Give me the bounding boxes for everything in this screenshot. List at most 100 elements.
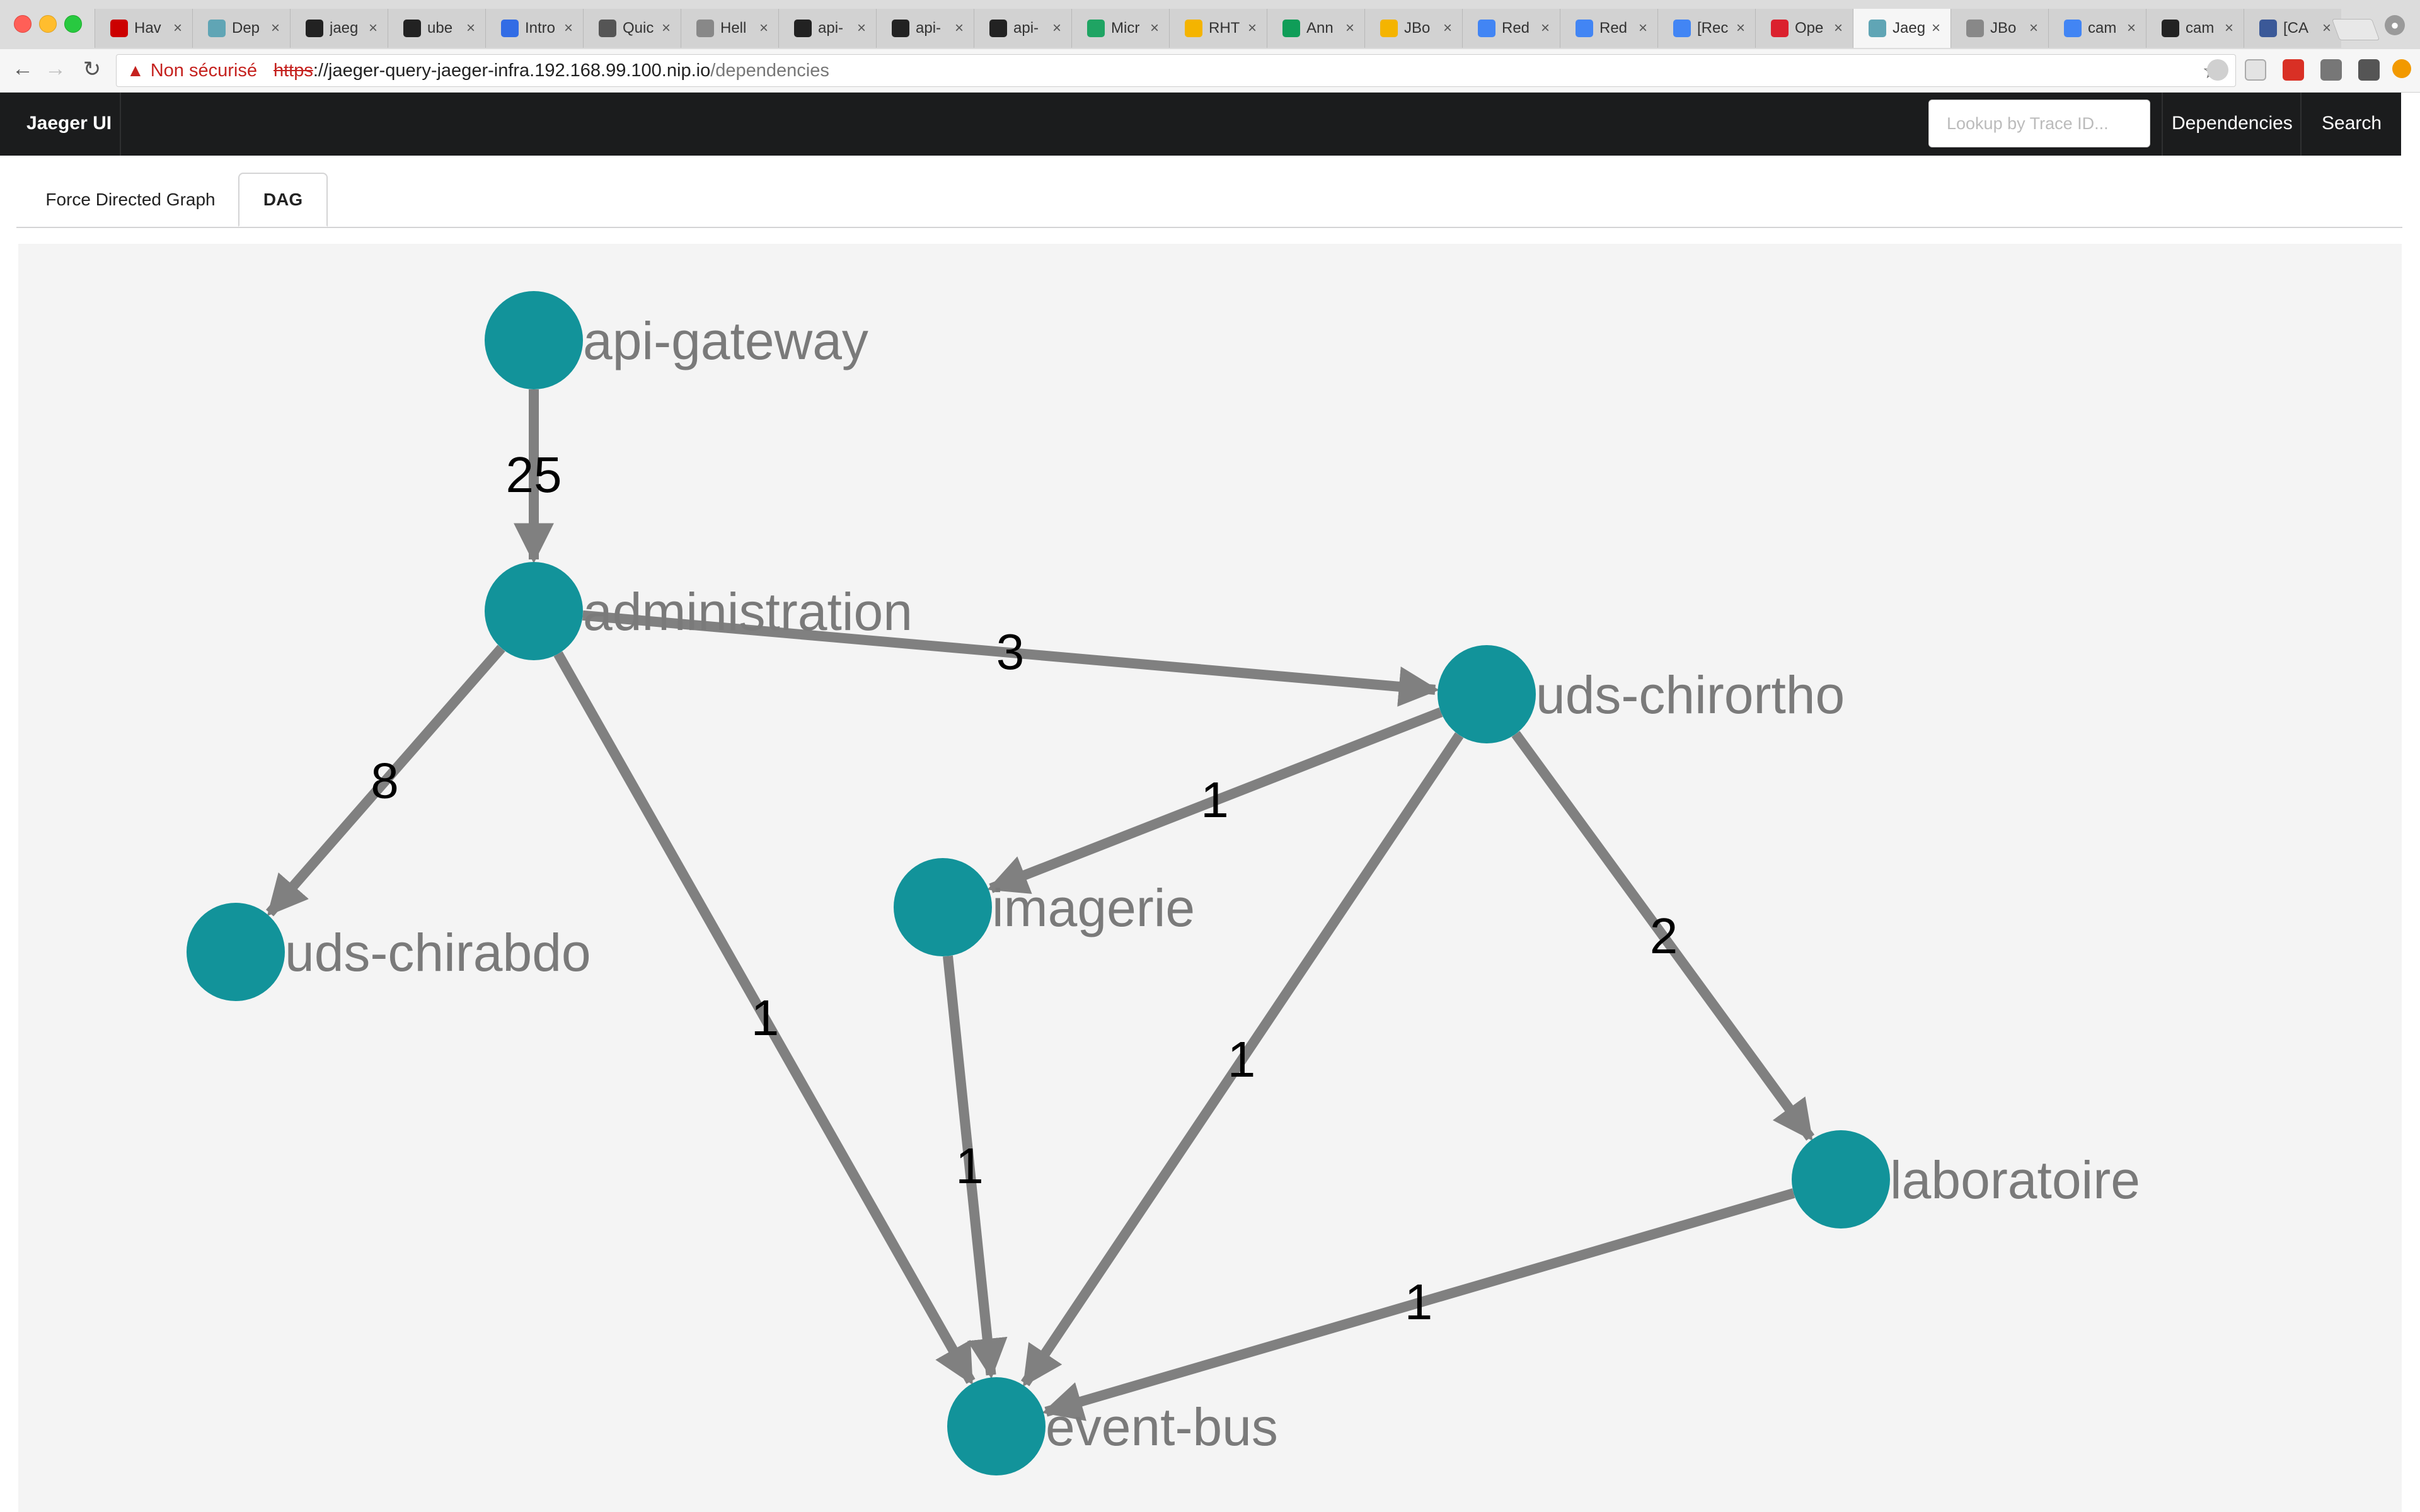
extension-icon[interactable] xyxy=(2320,59,2342,81)
edge-administration-to-event-bus[interactable] xyxy=(553,651,976,1385)
profile-icon[interactable]: ● xyxy=(2385,15,2405,35)
reader-extension-icon[interactable] xyxy=(2245,59,2266,81)
close-tab-icon[interactable]: × xyxy=(1052,20,1061,37)
browser-tab[interactable]: JBo × xyxy=(1364,9,1462,48)
close-tab-icon[interactable]: × xyxy=(1736,20,1745,37)
node-imagerie[interactable] xyxy=(894,858,992,956)
close-tab-icon[interactable]: × xyxy=(2322,20,2331,37)
browser-tab[interactable]: [CA × xyxy=(2244,9,2341,48)
browser-tab[interactable]: Red × xyxy=(1462,9,1560,48)
browser-tab[interactable]: api- × xyxy=(974,9,1071,48)
browser-tab[interactable]: Hell × xyxy=(681,9,778,48)
cloud-extension-icon[interactable] xyxy=(2207,59,2228,81)
close-tab-icon[interactable]: × xyxy=(1540,20,1550,37)
close-tab-icon[interactable]: × xyxy=(1150,20,1159,37)
browser-tab[interactable]: api- × xyxy=(778,9,876,48)
close-tab-icon[interactable]: × xyxy=(856,20,866,37)
notification-extension-icon[interactable] xyxy=(2392,59,2411,78)
node-uds-chirortho[interactable] xyxy=(1438,645,1536,743)
slides-icon xyxy=(1185,20,1202,37)
edge-laboratoire-to-event-bus[interactable] xyxy=(1042,1188,1795,1421)
close-tab-icon[interactable]: × xyxy=(270,20,280,37)
close-tab-icon[interactable]: × xyxy=(368,20,377,37)
close-tab-icon[interactable]: × xyxy=(173,20,182,37)
dependency-graph[interactable]: api-gateway administration uds-chirortho ud… xyxy=(18,244,2402,1512)
youtube-extension-icon[interactable] xyxy=(2283,59,2304,81)
node-label: event-bus xyxy=(1046,1397,1278,1457)
browser-tab[interactable]: Hav × xyxy=(95,9,192,48)
browser-tab[interactable]: Jaeg × xyxy=(1853,9,1950,48)
search-link[interactable]: Search xyxy=(2322,113,2382,134)
address-bar[interactable]: ▲ Non sécurisé https ://jaeger-query-jae… xyxy=(116,54,2236,87)
view-tabs: Force Directed Graph DAG xyxy=(16,173,2402,228)
close-tab-icon[interactable]: × xyxy=(2029,20,2038,37)
browser-tab-title: JBo xyxy=(1990,20,2017,37)
browser-tab[interactable]: Ann × xyxy=(1267,9,1364,48)
browser-tab[interactable]: cam × xyxy=(2048,9,2146,48)
slides-icon xyxy=(1380,20,1398,37)
browser-tab[interactable]: Micr × xyxy=(1071,9,1169,48)
close-tab-icon[interactable]: × xyxy=(2126,20,2136,37)
close-tab-icon[interactable]: × xyxy=(954,20,964,37)
browser-tab[interactable]: Dep × xyxy=(192,9,290,48)
reload-button[interactable]: ↻ xyxy=(83,57,101,81)
github-icon xyxy=(403,20,421,37)
close-tab-icon[interactable]: × xyxy=(1638,20,1647,37)
browser-tab[interactable]: RHT × xyxy=(1169,9,1267,48)
close-tab-icon[interactable]: × xyxy=(563,20,573,37)
security-label[interactable]: Non sécurisé xyxy=(150,60,257,81)
tab-force-directed-graph[interactable]: Force Directed Graph xyxy=(45,190,216,209)
node-administration[interactable] xyxy=(485,562,583,660)
edge-imagerie-to-event-bus[interactable] xyxy=(943,955,1008,1379)
edge-uds-chirortho-to-laboratoire[interactable] xyxy=(1511,731,1815,1141)
close-tab-icon[interactable]: × xyxy=(759,20,768,37)
browser-tab-strip: Hav × Dep × jaeg × ube × Intro × Quic × Hell × api- × ap… xyxy=(0,0,2420,50)
close-tab-icon[interactable]: × xyxy=(1345,20,1354,37)
browser-tab[interactable]: [Rec × xyxy=(1657,9,1755,48)
minimize-window-button[interactable] xyxy=(39,15,57,33)
browser-tab-title: cam xyxy=(2088,20,2117,37)
brand-link[interactable]: Jaeger UI xyxy=(26,113,112,134)
pocket-extension-icon[interactable] xyxy=(2358,59,2380,81)
close-tab-icon[interactable]: × xyxy=(1247,20,1257,37)
github-icon xyxy=(2162,20,2179,37)
node-api-gateway[interactable] xyxy=(485,291,583,389)
browser-tab[interactable]: api- × xyxy=(876,9,974,48)
forward-button[interactable]: → xyxy=(45,57,66,81)
close-tab-icon[interactable]: × xyxy=(2224,20,2233,37)
new-tab-button[interactable] xyxy=(2331,19,2380,40)
browser-tab[interactable]: Intro × xyxy=(485,9,583,48)
edge-administration-to-uds-chirortho[interactable] xyxy=(582,610,1439,707)
close-tab-icon[interactable]: × xyxy=(1931,20,1940,37)
browser-tab-title: Quic xyxy=(623,20,654,37)
browser-tab[interactable]: ube × xyxy=(388,9,485,48)
browser-tab-title: Red xyxy=(1502,20,1530,37)
edge-uds-chirortho-to-imagerie[interactable] xyxy=(987,707,1443,894)
browser-tab[interactable]: Quic × xyxy=(583,9,681,48)
close-tab-icon[interactable]: × xyxy=(661,20,671,37)
google-icon xyxy=(2064,20,2082,37)
node-uds-chirabdo[interactable] xyxy=(187,903,285,1001)
browser-tab-title: Jaeg xyxy=(1893,20,1925,37)
browser-tab[interactable]: jaeg × xyxy=(290,9,388,48)
dependencies-link[interactable]: Dependencies xyxy=(2172,113,2293,134)
edge-call-count: 25 xyxy=(506,447,562,503)
tab-dag[interactable]: DAG xyxy=(238,173,328,227)
close-tab-icon[interactable]: × xyxy=(466,20,475,37)
close-window-button[interactable] xyxy=(14,15,32,33)
camel-icon xyxy=(2259,20,2277,37)
close-tab-icon[interactable]: × xyxy=(1833,20,1843,37)
edge-uds-chirortho-to-event-bus[interactable] xyxy=(1020,732,1464,1387)
browser-tab-title: Intro xyxy=(525,20,556,37)
browser-tab[interactable]: Red × xyxy=(1560,9,1657,48)
browser-tab[interactable]: JBo × xyxy=(1950,9,2048,48)
node-event-bus[interactable] xyxy=(947,1377,1046,1475)
back-button[interactable]: ← xyxy=(12,57,33,81)
maximize-window-button[interactable] xyxy=(64,15,82,33)
node-laboratoire[interactable] xyxy=(1792,1130,1890,1228)
edge-administration-to-uds-chirabdo[interactable] xyxy=(265,644,505,917)
browser-tab[interactable]: cam × xyxy=(2146,9,2244,48)
trace-id-lookup-input[interactable] xyxy=(1928,100,2150,147)
close-tab-icon[interactable]: × xyxy=(1443,20,1452,37)
browser-tab[interactable]: Ope × xyxy=(1755,9,1853,48)
